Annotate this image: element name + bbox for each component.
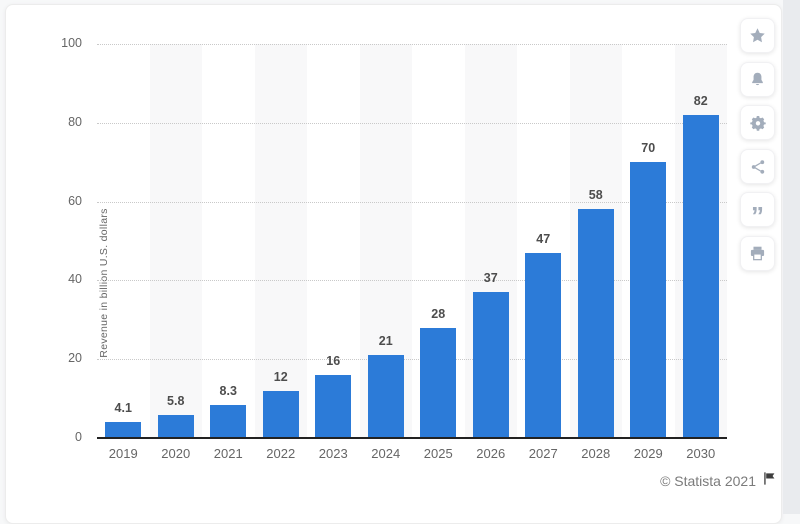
share-button[interactable] xyxy=(740,149,775,184)
x-axis-tick-label: 2021 xyxy=(213,446,243,461)
bar[interactable] xyxy=(577,209,614,438)
x-axis-tick-label: 2030 xyxy=(686,446,716,461)
bar-value-label: 37 xyxy=(483,271,498,286)
x-axis-tick-label: 2028 xyxy=(581,446,611,461)
cite-button[interactable]: ” xyxy=(740,192,775,231)
gear-icon xyxy=(749,115,766,131)
x-axis-tick-label: 2022 xyxy=(266,446,296,461)
plot-stripe xyxy=(254,44,307,438)
bar[interactable] xyxy=(315,374,352,438)
bell-icon xyxy=(749,71,766,88)
y-axis-tick-label: 40 xyxy=(68,272,82,287)
star-icon xyxy=(749,27,766,44)
print-button[interactable] xyxy=(740,236,775,271)
y-axis-tick-label: 20 xyxy=(68,351,82,366)
share-icon xyxy=(750,159,766,175)
gridline xyxy=(97,280,727,282)
gridline xyxy=(97,359,727,361)
bar-value-label: 47 xyxy=(536,231,551,246)
bar-value-label: 12 xyxy=(273,369,288,384)
page-right-strip xyxy=(783,0,800,514)
bar-value-label: 21 xyxy=(378,334,393,349)
settings-button[interactable] xyxy=(740,105,775,140)
printer-icon xyxy=(749,245,766,262)
y-axis-tick-label: 80 xyxy=(68,114,82,129)
y-axis-tick-label: 100 xyxy=(61,36,82,50)
y-axis-title: Revenue in billion U.S. dollars xyxy=(98,208,110,358)
bar-chart-plot-area: Revenue in billion U.S. dollars 4.1 5.8 8.… xyxy=(97,44,727,439)
favorite-button[interactable] xyxy=(740,18,775,53)
x-axis-tick-label: 2029 xyxy=(633,446,663,461)
x-axis-tick-label: 2027 xyxy=(528,446,558,461)
quote-icon: ” xyxy=(751,200,764,231)
bar[interactable] xyxy=(682,114,719,438)
x-axis-tick-label: 2023 xyxy=(318,446,348,461)
copyright-text: © Statista 2021 xyxy=(660,473,756,489)
bar[interactable] xyxy=(420,327,457,438)
bar-value-label: 16 xyxy=(326,353,341,368)
bar-value-label: 58 xyxy=(588,188,603,203)
y-axis-tick-label: 0 xyxy=(75,430,82,444)
x-axis-tick-label: 2020 xyxy=(161,446,191,461)
bar[interactable] xyxy=(157,415,194,438)
bar[interactable] xyxy=(367,355,404,438)
y-axis-tick-label: 60 xyxy=(68,193,82,208)
gridline xyxy=(97,201,727,203)
bar[interactable] xyxy=(472,292,509,438)
gridline xyxy=(97,122,727,124)
bar-value-label: 5.8 xyxy=(167,394,185,409)
flag-icon[interactable] xyxy=(762,471,776,491)
x-axis-tick-label: 2025 xyxy=(423,446,453,461)
bar-value-label: 82 xyxy=(693,93,708,108)
bar-value-label: 70 xyxy=(641,141,656,156)
x-axis-tick-label: 2024 xyxy=(371,446,401,461)
bar[interactable] xyxy=(630,162,667,438)
plot-stripe xyxy=(149,44,202,438)
gridline xyxy=(97,44,727,45)
notification-button[interactable] xyxy=(740,62,775,97)
bar[interactable] xyxy=(105,421,142,438)
footer: © Statista 2021 xyxy=(660,470,776,492)
bar[interactable] xyxy=(525,252,562,438)
bar-value-label: 28 xyxy=(431,306,446,321)
bar-value-label: 4.1 xyxy=(114,400,132,415)
bar[interactable] xyxy=(210,405,247,438)
x-axis-tick-label: 2026 xyxy=(476,446,506,461)
x-axis-tick-label: 2019 xyxy=(108,446,138,461)
bar[interactable] xyxy=(262,390,299,438)
x-axis-line xyxy=(97,437,727,439)
bar-value-label: 8.3 xyxy=(219,384,237,399)
